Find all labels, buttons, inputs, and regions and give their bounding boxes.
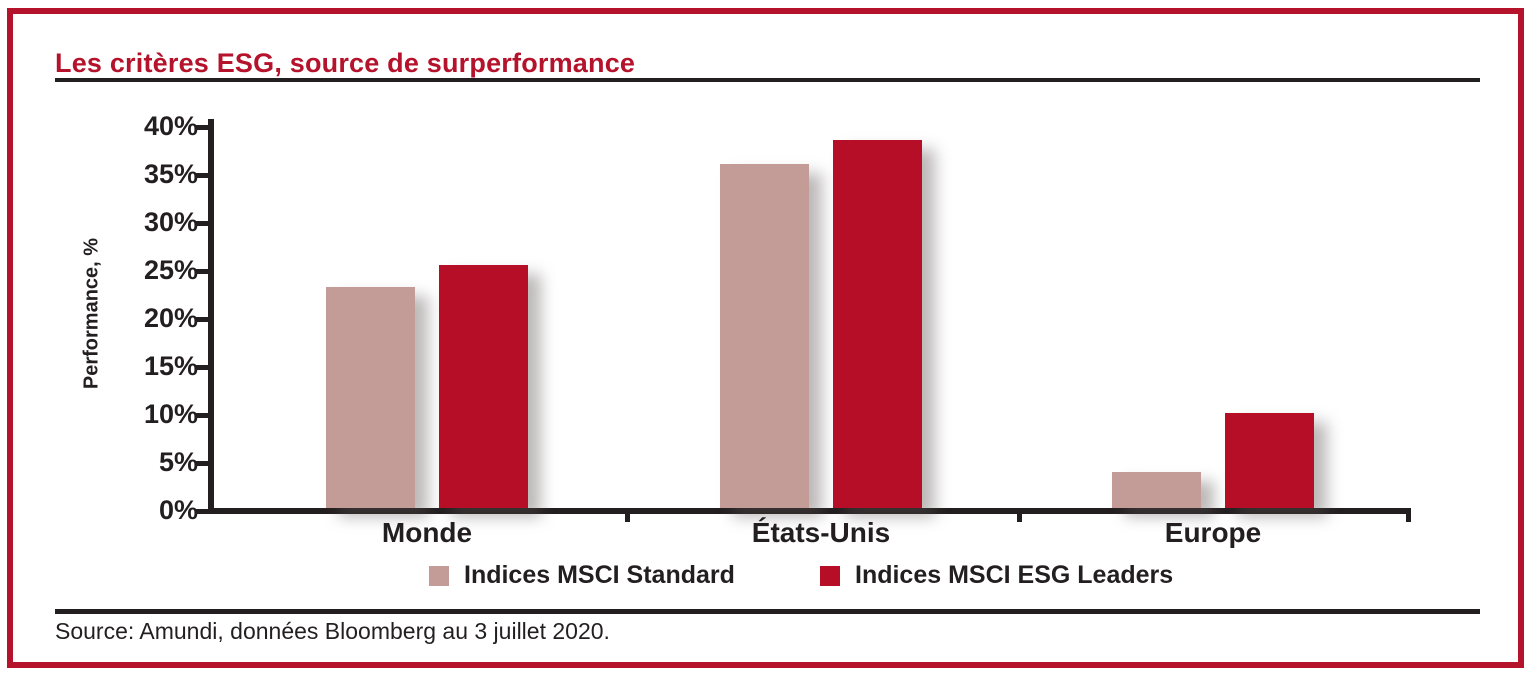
y-tick-35 [196, 172, 210, 178]
y-tick-label-10: 10% [143, 399, 198, 429]
category-label-etats-unis: États-Unis [751, 517, 891, 548]
bar-etats-unis-indices-msci-esg-leaders [833, 140, 922, 508]
y-tick-25 [196, 268, 210, 274]
y-tick-10 [196, 412, 210, 418]
y-tick-15 [196, 364, 210, 370]
title-divider [55, 78, 1480, 82]
legend-item-standard: Indices MSCI Standard [429, 561, 735, 590]
y-tick-label-5: 5% [158, 447, 198, 477]
legend-item-esg-leaders: Indices MSCI ESG Leaders [820, 561, 1173, 590]
legend-label-standard: Indices MSCI Standard [464, 561, 735, 589]
bar-monde-indices-msci-esg-leaders [439, 265, 528, 508]
category-label-europe: Europe [1164, 517, 1262, 548]
bar-etats-unis-indices-msci-standard [720, 164, 809, 508]
x-tick-2 [1406, 514, 1411, 522]
footer-divider [55, 609, 1480, 614]
y-tick-5 [196, 460, 210, 466]
chart-title: Les critères ESG, source de surperforman… [55, 48, 636, 79]
source-note: Source: Amundi, données Bloomberg au 3 j… [55, 618, 610, 644]
y-tick-label-20: 20% [143, 303, 198, 333]
x-tick-0 [625, 514, 630, 522]
y-tick-label-25: 25% [143, 255, 198, 285]
x-axis-line [208, 508, 1411, 514]
y-tick-label-35: 35% [143, 159, 198, 189]
legend-swatch-standard [429, 565, 449, 586]
y-tick-label-0: 0% [158, 495, 198, 525]
y-tick-20 [196, 316, 210, 322]
y-tick-label-40: 40% [143, 111, 198, 141]
y-tick-label-15: 15% [143, 351, 198, 381]
y-tick-label-30: 30% [143, 207, 198, 237]
bar-europe-indices-msci-esg-leaders [1225, 412, 1314, 508]
y-tick-40 [196, 124, 210, 130]
y-axis-line [208, 119, 214, 514]
bar-europe-indices-msci-standard [1112, 471, 1201, 508]
category-label-monde: Monde [381, 517, 473, 548]
bar-monde-indices-msci-standard [326, 287, 415, 508]
legend-swatch-esg-leaders [820, 565, 840, 586]
legend-label-esg-leaders: Indices MSCI ESG Leaders [855, 561, 1174, 589]
y-tick-30 [196, 220, 210, 226]
y-tick-0 [196, 508, 210, 514]
x-tick-1 [1017, 514, 1022, 522]
